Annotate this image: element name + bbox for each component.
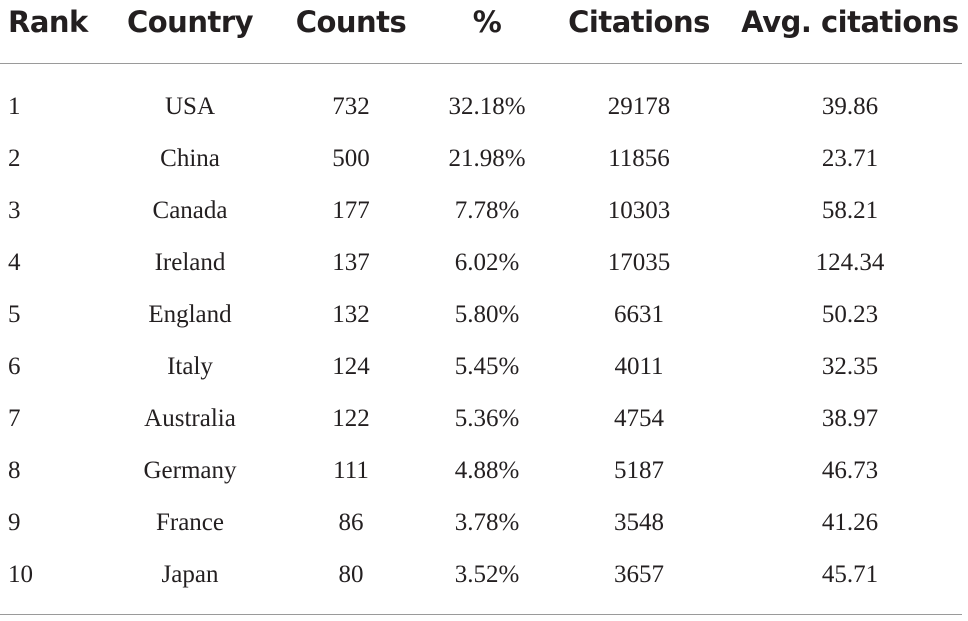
- table-cell: 124.34: [815, 249, 885, 276]
- table-cell: 4.88%: [454, 457, 520, 484]
- table-cell: 46.73: [821, 457, 879, 484]
- column-header: Counts: [295, 5, 407, 39]
- table-cell: 5.45%: [454, 353, 520, 380]
- table-cell: 80: [338, 561, 364, 588]
- table-cell: 10303: [607, 197, 671, 224]
- table-cell: 111: [333, 457, 369, 484]
- table-cell: 132: [332, 301, 370, 328]
- table-cell: France: [155, 509, 225, 536]
- table-cell: 122: [332, 405, 370, 432]
- column-header: Country: [126, 5, 254, 39]
- table-cell: 86: [338, 509, 364, 536]
- table-cell: 39.86: [821, 93, 879, 120]
- table-cell: 4754: [614, 405, 664, 432]
- table-cell: Ireland: [154, 249, 226, 276]
- table-cell: 10: [8, 561, 33, 588]
- table-cell: USA: [164, 93, 216, 120]
- header-rule: [0, 63, 962, 64]
- table-cell: 5: [8, 301, 21, 328]
- table-cell: 137: [332, 249, 370, 276]
- table-cell: 732: [332, 93, 370, 120]
- table-cell: 3: [8, 197, 21, 224]
- table-cell: 4: [8, 249, 21, 276]
- table-cell: 50.23: [821, 301, 879, 328]
- table-cell: 17035: [607, 249, 671, 276]
- table-cell: Germany: [143, 457, 237, 484]
- table-cell: 7: [8, 405, 21, 432]
- table-cell: 38.97: [821, 405, 879, 432]
- table-cell: 45.71: [821, 561, 879, 588]
- table-cell: 2: [8, 145, 21, 172]
- table-cell: 7.78%: [454, 197, 520, 224]
- table-cell: Australia: [144, 405, 236, 432]
- bottom-rule: [0, 614, 962, 615]
- table-cell: 8: [8, 457, 21, 484]
- column-header: %: [472, 5, 502, 39]
- table-cell: 9: [8, 509, 21, 536]
- table-cell: 6631: [614, 301, 664, 328]
- table-cell: Canada: [152, 197, 228, 224]
- table-cell: 6: [8, 353, 21, 380]
- table-cell: 3.52%: [454, 561, 520, 588]
- table-cell: China: [160, 145, 220, 172]
- table-cell: England: [148, 301, 232, 328]
- table-cell: 177: [332, 197, 370, 224]
- table-cell: Italy: [167, 353, 213, 380]
- table-cell: 4011: [614, 353, 664, 380]
- table-cell: 23.71: [821, 145, 879, 172]
- table-cell: 32.35: [821, 353, 879, 380]
- table-cell: 41.26: [821, 509, 879, 536]
- table-cell: 124: [332, 353, 370, 380]
- table-cell: 1: [8, 93, 21, 120]
- table-cell: 5.36%: [454, 405, 520, 432]
- column-header: Avg. citations: [741, 5, 959, 39]
- table-cell: 58.21: [821, 197, 879, 224]
- table-cell: 5187: [614, 457, 664, 484]
- table-cell: 6.02%: [454, 249, 520, 276]
- column-header: Rank: [8, 5, 88, 39]
- table-cell: 3.78%: [454, 509, 520, 536]
- table-cell: 32.18%: [448, 93, 526, 120]
- table-cell: 11856: [608, 145, 670, 172]
- table-cell: Japan: [161, 561, 219, 588]
- table-cell: 3657: [614, 561, 664, 588]
- table-cell: 29178: [607, 93, 671, 120]
- column-header: Citations: [568, 5, 710, 39]
- table-cell: 500: [332, 145, 370, 172]
- table-cell: 5.80%: [454, 301, 520, 328]
- table-cell: 21.98%: [448, 145, 526, 172]
- table-cell: 3548: [614, 509, 664, 536]
